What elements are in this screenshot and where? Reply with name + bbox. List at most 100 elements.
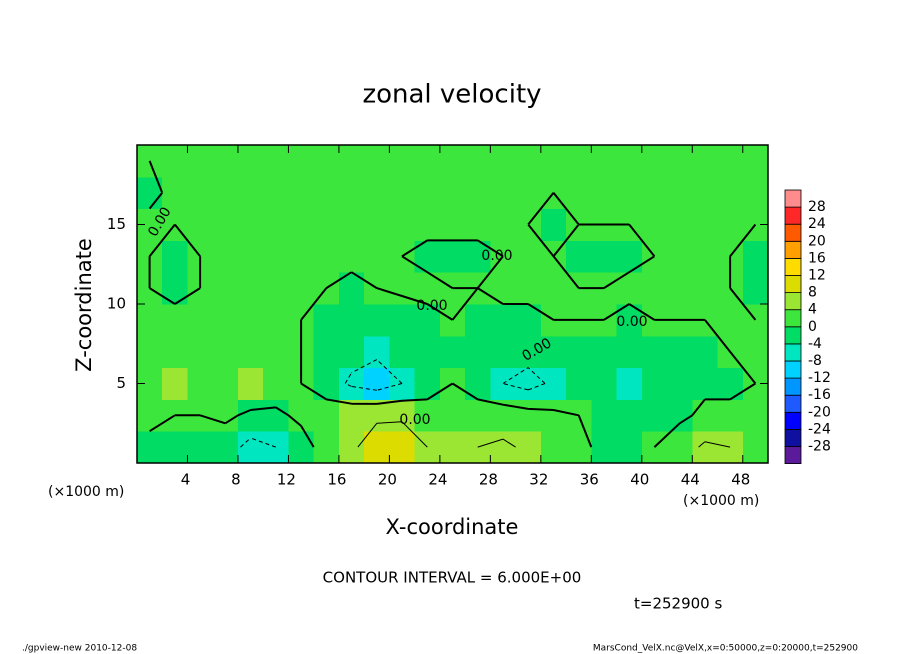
field-cell [162,304,188,337]
colorbar-box [784,343,802,362]
field-cell [187,208,214,241]
contour-label: 0.00 [481,248,512,264]
field-cell [540,399,567,432]
field-cell [692,176,719,210]
field-cell [540,335,567,369]
x-tick-label: 48 [731,471,750,489]
field-cell [667,240,693,273]
field-cell [313,240,340,273]
field-cell [263,176,289,210]
field-cell [439,399,466,432]
field-cell [591,431,618,464]
field-cell [212,335,239,369]
field-cell [389,145,416,178]
field-cell [162,335,188,369]
field-cell [187,304,214,337]
field-cell [490,304,517,337]
field-cell [742,176,769,210]
field-cell [692,399,719,432]
field-cell [591,367,618,400]
field-cell [212,208,239,241]
field-cell [364,240,390,273]
field-cell [515,431,542,464]
field-cell [338,145,365,178]
contour-lines [148,160,757,448]
field-cell [263,431,289,464]
field-cell [742,272,769,305]
field-cell [263,399,289,432]
footer-right: MarsCond_VelX.nc@VelX,x=0:50000,z=0:2000… [593,644,858,654]
field-cell [137,335,163,369]
x-tick-label: 12 [277,471,296,489]
colorbar-label: 28 [808,199,826,215]
field-cell [667,399,693,432]
field-cell [187,335,214,369]
field-cell [187,367,214,400]
unit-label: (×1000 m) [683,493,759,509]
field-cell [641,176,668,210]
colorbar-box [784,411,802,430]
field-cell [263,367,289,400]
field-cell [237,240,264,273]
field-cell [288,431,315,464]
field-cell [414,399,441,432]
contour-label: 0.00 [416,298,447,314]
colorbar-box [784,428,802,447]
field-cell [717,399,744,432]
colorbar-box [784,223,802,242]
field-cell [641,272,668,305]
field-cell [667,367,693,400]
field-cell [439,176,466,210]
field-cell [439,335,466,369]
field-cell [591,145,618,178]
colorbar-box [784,309,802,328]
colorbar-box [784,257,802,276]
colorbar-label: -8 [808,353,822,369]
field-cell [465,145,491,178]
colorbar-label: 20 [808,233,826,249]
colorbar-box [784,360,802,379]
field-cell [364,367,390,400]
field-cell [616,399,643,432]
field-cell [338,240,365,273]
field-cell [364,335,390,369]
field-cell [439,145,466,178]
colorbar-label: 0 [808,319,817,335]
field-cell [237,272,264,305]
field-cell [364,304,390,337]
field-cell [414,431,441,464]
field-cell [237,176,264,210]
field-cell [313,335,340,369]
field-cell [566,240,592,273]
field-cell [692,431,719,464]
field-cell [313,145,340,178]
field-cell [566,145,592,178]
field-cell [137,431,163,464]
field-cell [742,431,769,464]
field-cell [162,367,188,400]
y-tick-label: 10 [107,295,126,313]
field-cell [515,367,542,400]
colorbar-label: -4 [808,336,822,352]
field-cell [313,208,340,241]
field-cell [540,431,567,464]
field-cell [162,431,188,464]
field-cell [515,272,542,305]
field-cell [591,176,618,210]
field-cell [641,145,668,178]
field-cell [212,272,239,305]
unit-label: (×1000 m) [48,484,124,500]
field-cell [692,240,719,273]
field-cell [414,367,441,400]
field-cell [212,304,239,337]
field-cell [742,240,769,273]
field-cell [313,431,340,464]
field-cell [364,208,390,241]
field-cell [187,431,214,464]
y-tick-label: 5 [116,374,126,392]
contour-label: 0.00 [399,412,430,428]
time-label: t=252900 s [634,595,722,613]
field-cell [313,304,340,337]
field-cell [641,208,668,241]
